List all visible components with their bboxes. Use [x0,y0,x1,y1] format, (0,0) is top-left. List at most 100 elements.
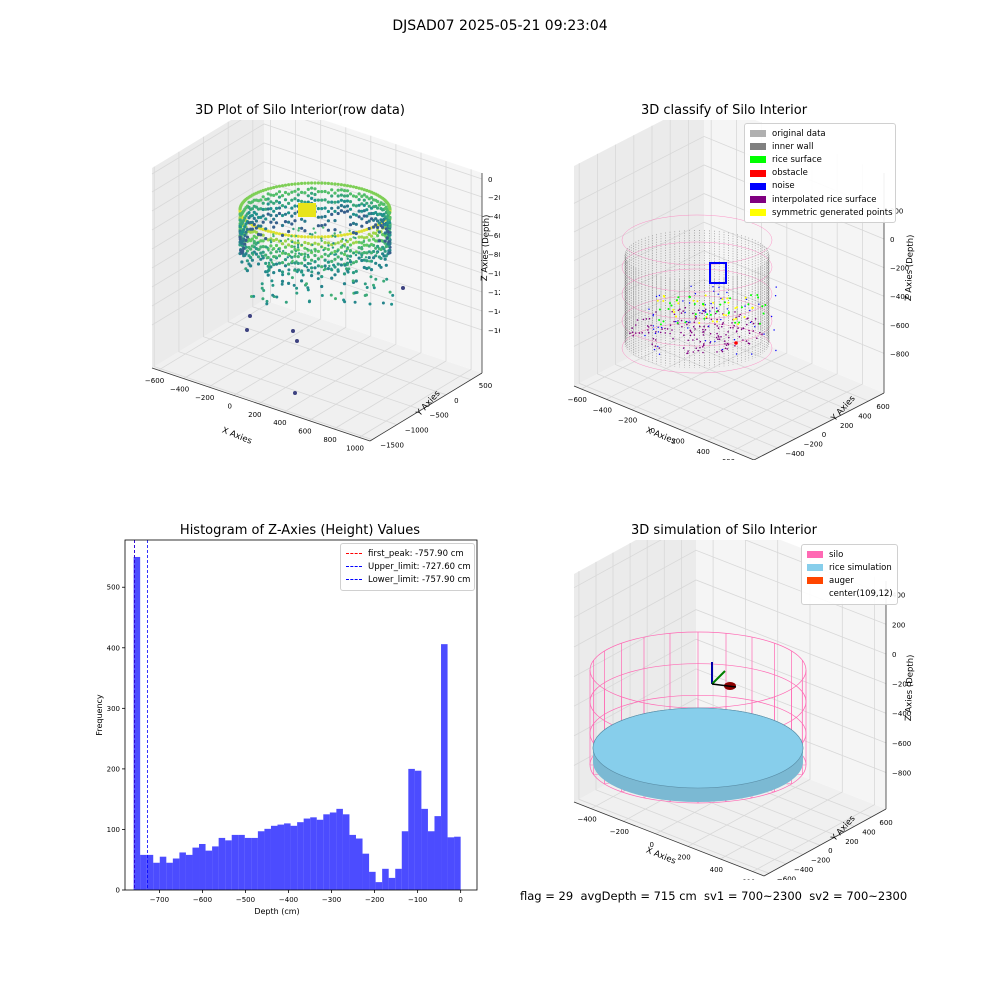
data-point [357,256,361,260]
legend-item-obstacle: obstacle [750,167,890,180]
data-point [348,192,353,196]
noise-point [690,285,692,287]
data-point [307,300,311,304]
data-point [283,264,288,268]
data-point [252,216,256,220]
interpolated-point [681,325,683,328]
data-point [291,240,294,244]
data-point [320,181,324,185]
data-point [390,302,394,306]
data-point [388,242,392,246]
interpolated-point [724,343,726,345]
data-point [293,204,297,208]
interpolated-point [738,315,740,318]
data-point [247,254,251,258]
histogram-bar [329,812,337,890]
histogram-bar [336,808,343,890]
data-point [354,195,358,199]
x-tick-label: −200 [365,896,384,904]
data-point [259,257,263,261]
data-point [272,238,276,243]
data-point [264,207,268,211]
data-point [264,237,268,241]
y-tick-label: −400 [794,866,813,874]
data-point [381,301,385,305]
interpolated-point [677,309,680,312]
data-point [333,232,336,235]
data-point [280,233,285,237]
data-point [330,267,333,270]
noise-point [652,325,655,327]
data-point [280,242,285,246]
data-point [296,246,300,249]
interpolated-point [631,327,633,329]
interpolated-point [661,328,663,330]
x-axis-line [573,385,755,460]
data-point [342,194,347,198]
data-point [323,241,327,245]
interpolated-point [687,350,689,352]
z-axis-label: Z Axies (Depth) [904,654,916,721]
data-point [320,215,324,219]
data-point [293,182,297,186]
data-point [323,264,327,268]
data-point [264,188,268,192]
data-point [243,233,247,238]
data-point-cluster [298,203,316,217]
data-point [247,245,251,250]
data-point [252,222,256,227]
interpolated-point [722,322,724,324]
data-point [295,260,298,263]
legend-label: rice surface [772,154,822,165]
data-point [336,255,340,259]
data-point [316,242,320,246]
data-point [330,276,334,280]
data-point [277,211,282,216]
rice-surface-point [662,320,665,323]
interpolated-point [664,327,666,330]
histogram-bar [192,847,200,890]
data-point [283,239,288,243]
histogram-bar [441,644,448,890]
data-point [296,234,300,238]
data-point [300,243,303,247]
rice-surface-point [738,321,741,324]
data-point [257,255,260,258]
data-point [269,186,273,190]
rice-surface-point [723,301,726,304]
data-point [329,252,332,256]
interpolated-point [703,325,705,328]
data-point [313,235,317,239]
data-point [342,189,347,193]
data-point [277,190,282,194]
data-point [333,219,337,223]
rice-surface-point [729,297,732,300]
data-point [259,215,263,219]
legend-label: interpolated rice surface [772,194,877,205]
data-point [316,264,320,268]
data-point [339,188,343,192]
interpolated-point [669,332,671,335]
data-point [326,254,330,258]
data-point [243,242,247,246]
grid-line-y [252,120,471,381]
data-point [274,255,277,258]
grid-line-x [581,120,712,390]
data-point [293,189,297,193]
data-point [333,209,337,213]
interpolated-point [687,339,689,342]
data-point [306,194,310,198]
data-point [274,231,279,235]
data-point [348,254,353,258]
data-point [264,253,268,257]
data-point [260,286,264,290]
data-point [382,279,386,283]
data-point [364,256,368,259]
data-point [369,268,374,272]
data-point [354,291,357,295]
data-point [274,192,279,196]
data-point [342,183,347,187]
histogram-bar [421,808,428,890]
data-point [247,211,251,215]
data-point [272,234,275,238]
